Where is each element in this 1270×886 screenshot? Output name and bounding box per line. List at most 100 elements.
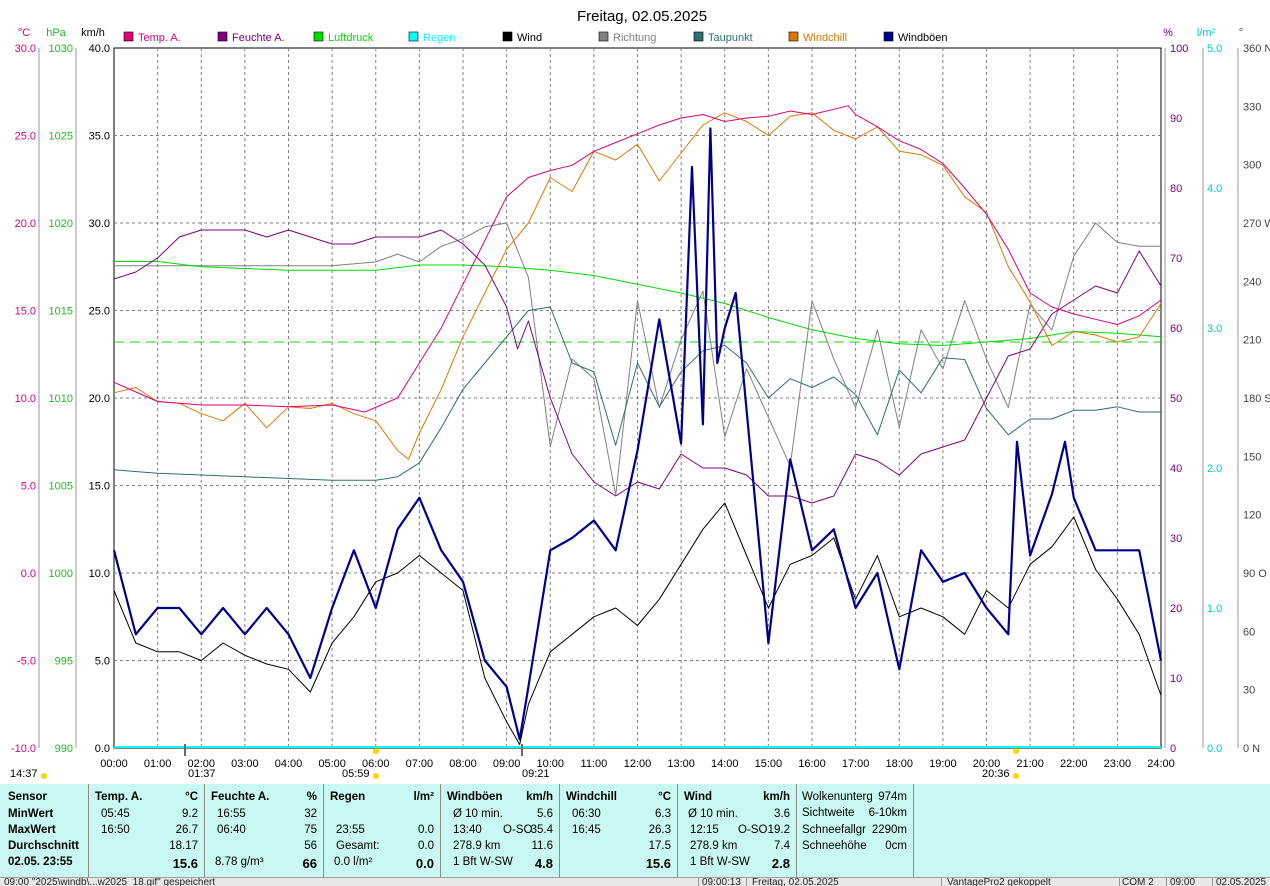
temp-axis-tick-label: 25.0 xyxy=(15,131,36,143)
feuchte-max-value: 75 xyxy=(304,824,317,836)
legend-label: Luftdruck xyxy=(328,32,374,44)
x-tick-label: 03:00 xyxy=(231,758,259,770)
legend-label: Taupunkt xyxy=(708,32,753,44)
regen-header: Regen xyxy=(330,791,366,803)
legend-label: Windchill xyxy=(803,32,847,44)
sunrise-label: 05:59 xyxy=(342,768,370,780)
legend-swatch xyxy=(788,31,799,42)
x-tick-label: 02:00 xyxy=(187,758,215,770)
wind-axis-tick-label: 5.0 xyxy=(95,656,110,668)
cloud-base-label: Wolkenunterg xyxy=(802,791,873,803)
dir-unit-label: ° xyxy=(1239,27,1243,39)
status-time: 09:00:13 xyxy=(698,878,747,886)
press-unit-label: hPa xyxy=(46,27,66,39)
x-tick-label: 15:00 xyxy=(755,758,783,770)
wind-axis-tick-label: 20.0 xyxy=(89,393,110,405)
boeen-header: Windböen xyxy=(447,791,503,803)
dir-axis-tick-label: 360 N xyxy=(1243,43,1270,55)
regen-unit: l/m² xyxy=(413,791,434,803)
x-tick-label: 05:00 xyxy=(318,758,346,770)
status-bar: 09:00 "2025\windb\...w2025_18.gif" gespe… xyxy=(0,877,1270,886)
wind-axis-tick-label: 40.0 xyxy=(89,43,110,55)
x-tick-label: 18:00 xyxy=(885,758,913,770)
temp-axis-tick-label: 10.0 xyxy=(15,393,36,405)
sun-marker xyxy=(1013,773,1019,779)
temp-axis-tick-label: 0.0 xyxy=(21,568,36,580)
wind-axis-tick-label: 30.0 xyxy=(89,218,110,230)
wind-max-time: 12:15 xyxy=(690,824,719,836)
feuchte-max-time: 06:40 xyxy=(217,824,246,836)
wind-max-value: 19.2 xyxy=(767,824,790,836)
row-label-current: 02.05. 23:55 xyxy=(8,856,73,868)
visibility-value: 6-10km xyxy=(868,807,907,819)
sunset-label: 20:36 xyxy=(982,768,1010,780)
press-axis-tick-label: 1025 xyxy=(49,131,73,143)
boeen-max-dir: O-SO xyxy=(503,824,533,836)
chart-title: Freitag, 02.05.2025 xyxy=(577,8,707,25)
table-col-boeen: Windböen km/h Ø 10 min. 5.6 13:40 O-SO 3… xyxy=(441,784,559,877)
hum-unit-label: % xyxy=(1163,27,1173,39)
visibility-label: Sichtweite xyxy=(802,807,855,819)
chart: 00:00 01:00 02:00 03:00 04:00 05:00 06:00 07:00… xyxy=(10,8,1270,780)
temp-min-value: 9.2 xyxy=(182,808,198,820)
table-col-temp: Temp. A. °C 05:45 9.2 16:50 26.7 18.17 1… xyxy=(89,784,204,877)
rain-unit-label: l/m² xyxy=(1197,27,1216,39)
hum-axis-tick-label: 10 xyxy=(1170,673,1182,685)
wind-max-dir: O-SO xyxy=(738,824,768,836)
temp-axis-tick-label: 15.0 xyxy=(15,306,36,318)
rain-axis-tick-label: 3.0 xyxy=(1207,323,1222,335)
hum-axis-tick-label: 80 xyxy=(1170,183,1182,195)
press-axis-tick-label: 1015 xyxy=(49,306,73,318)
hum-axis-tick-label: 0 xyxy=(1170,743,1176,755)
wind-axis-tick-label: 0.0 xyxy=(95,743,110,755)
boeen-avg-value: 11.6 xyxy=(531,840,553,852)
dir-axis-tick-label: 270 W xyxy=(1243,218,1270,230)
boeen-distance: 278.9 km xyxy=(453,840,501,852)
rain-axis-tick-label: 1.0 xyxy=(1207,603,1222,615)
x-tick-label: 20:00 xyxy=(973,758,1001,770)
regen-total-label: Gesamt: xyxy=(336,840,380,852)
press-axis-tick-label: 1000 xyxy=(49,568,73,580)
x-tick-label: 12:00 xyxy=(624,758,652,770)
dir-axis-tick-label: 90 O xyxy=(1243,568,1267,580)
moon-time-label: 14:37 xyxy=(10,768,38,780)
legend-swatch xyxy=(883,31,894,42)
temp-axis-tick-label: 5.0 xyxy=(21,481,36,493)
boeen-avg10-value: 5.6 xyxy=(537,808,553,820)
snow-depth-label: Schneehöhe xyxy=(802,840,867,852)
x-tick-label: 00:00 xyxy=(100,758,128,770)
wind-unit-label: km/h xyxy=(81,27,105,39)
wind-distance: 278.9 km xyxy=(690,840,738,852)
wind-unit: km/h xyxy=(763,791,790,803)
x-tick-label: 13:00 xyxy=(667,758,695,770)
temp-min-time: 05:45 xyxy=(101,808,130,820)
regen-max-time: 23:55 xyxy=(336,824,365,836)
feuchte-header: Feuchte A. xyxy=(211,791,270,803)
row-label-min: MinWert xyxy=(8,808,54,820)
boeen-avg10-label: Ø 10 min. xyxy=(453,808,503,820)
series-windböen xyxy=(112,127,1163,741)
dir-axis-tick-label: 330 xyxy=(1243,101,1261,113)
legend-label: Regen xyxy=(423,32,455,44)
regen-max-value: 0.0 xyxy=(418,824,434,836)
series-richtung xyxy=(114,222,1161,496)
rain-axis-tick-label: 5.0 xyxy=(1207,43,1222,55)
feuchte-current-value: 66 xyxy=(302,856,317,871)
temp-axis-tick-label: 20.0 xyxy=(15,218,36,230)
sun-marker xyxy=(1013,748,1019,754)
dir-axis-tick-label: 120 xyxy=(1243,510,1261,522)
x-tick-label: 19:00 xyxy=(929,758,957,770)
status-date: Freitag, 02.05.2025 xyxy=(748,878,942,886)
row-label-avg: Durchschnitt xyxy=(8,840,79,852)
dir-axis-tick-label: 300 xyxy=(1243,160,1261,172)
x-tick-label: 23:00 xyxy=(1104,758,1132,770)
boeen-current-value: 4.8 xyxy=(534,856,553,871)
temp-max-value: 26.7 xyxy=(175,824,198,836)
temp-unit: °C xyxy=(185,791,198,803)
hum-axis-tick-label: 20 xyxy=(1170,603,1182,615)
temp-axis-tick-label: -5.0 xyxy=(17,656,36,668)
marker-mid-label: 09:21 xyxy=(522,768,550,780)
windchill-max-value: 26.3 xyxy=(648,824,671,836)
status-station: VantagePro2 gekoppelt xyxy=(943,878,1120,886)
legend-label: Temp. A. xyxy=(138,32,181,44)
